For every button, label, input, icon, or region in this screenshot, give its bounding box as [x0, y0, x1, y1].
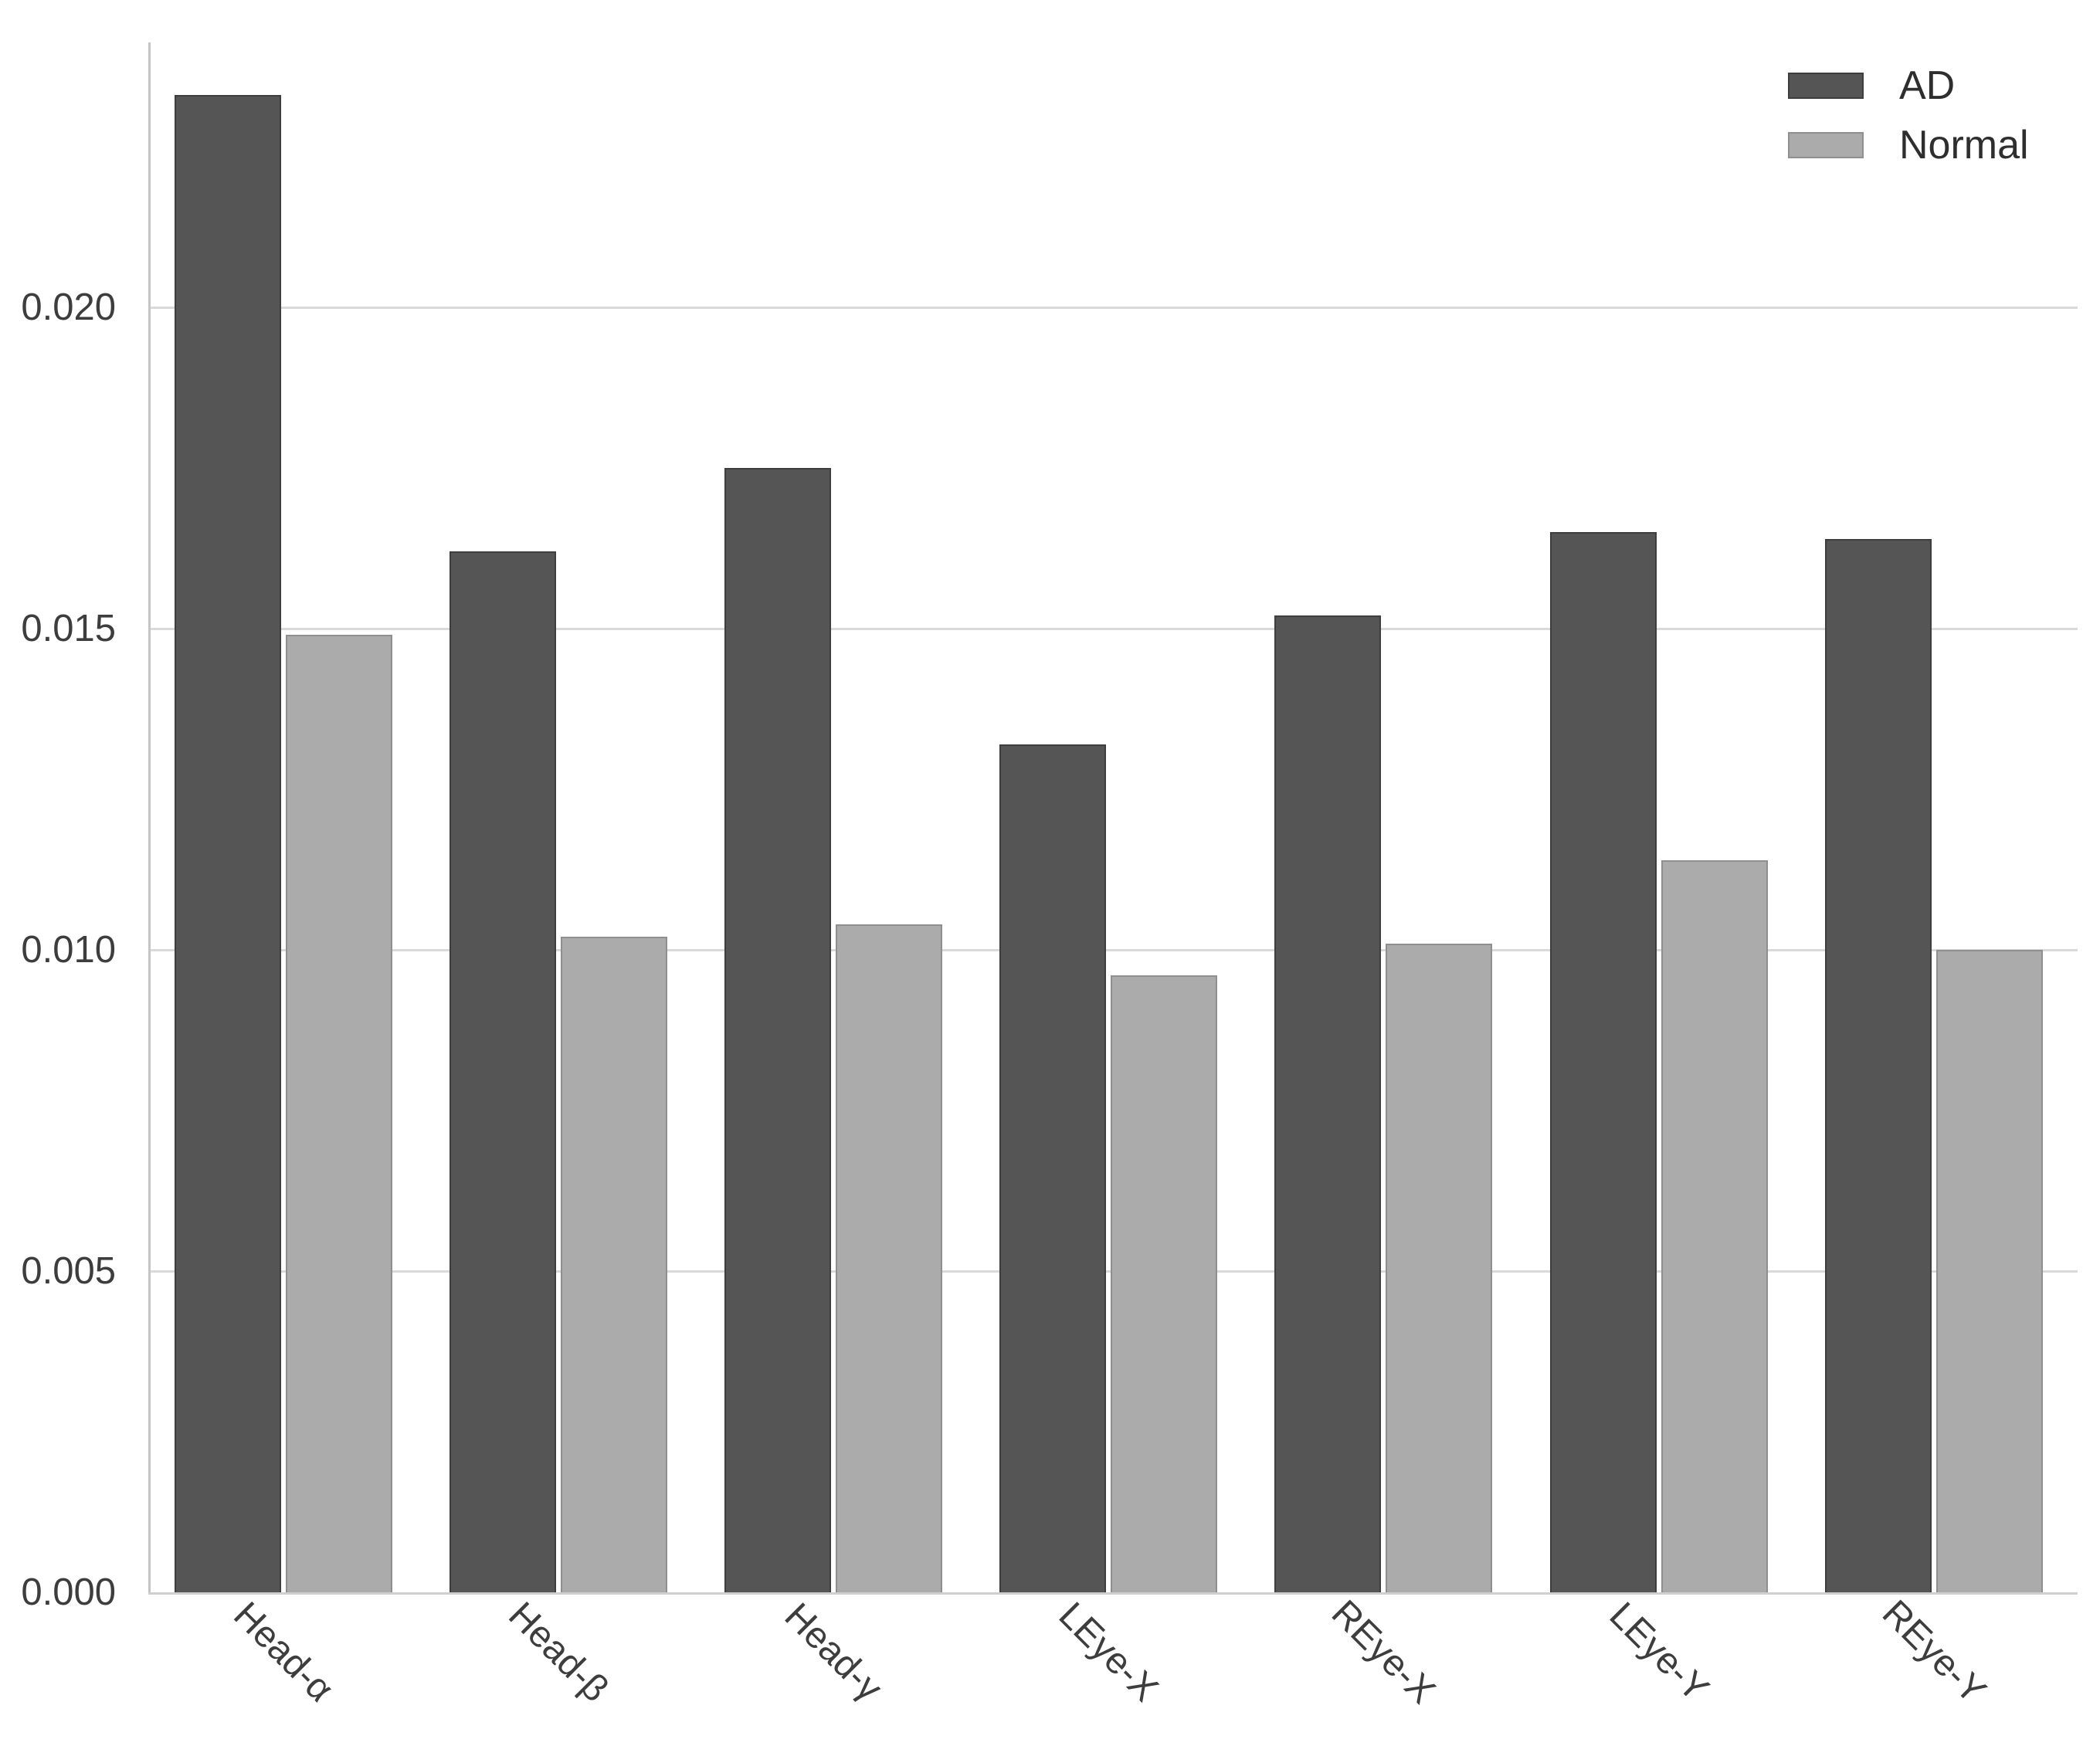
bar-normal-Head-γ	[835, 924, 942, 1592]
legend-item-ad: AD	[1788, 64, 1955, 107]
gridline	[148, 628, 2078, 630]
x-tick-label: Head-γ	[776, 1595, 891, 1709]
legend-item-normal: Normal	[1788, 124, 2029, 167]
y-axis-spine	[148, 42, 151, 1595]
bar-ad-Head-β	[449, 551, 556, 1592]
x-tick-label: LEye-Y	[1601, 1595, 1716, 1710]
bar-normal-Head-β	[560, 937, 667, 1592]
y-tick-label: 0.000	[21, 1571, 116, 1613]
x-tick-label: REye-Y	[1874, 1592, 1993, 1712]
legend-swatch-ad	[1788, 73, 1864, 99]
y-tick-label: 0.010	[21, 929, 116, 971]
bar-ad-LEye-X	[999, 744, 1107, 1592]
x-axis-line	[148, 1592, 2078, 1595]
legend-swatch-normal	[1788, 132, 1864, 158]
bar-ad-REye-Y	[1824, 538, 1932, 1592]
bar-normal-LEye-Y	[1661, 859, 1768, 1592]
bar-ad-Head-γ	[724, 468, 831, 1592]
gridline	[148, 307, 2078, 309]
bar-normal-Head-α	[285, 635, 392, 1592]
x-tick-label: Head-α	[225, 1594, 341, 1710]
bar-normal-LEye-X	[1111, 975, 1218, 1592]
x-tick-label: REye-X	[1324, 1592, 1444, 1712]
bar-normal-REye-Y	[1935, 950, 2043, 1592]
bar-ad-LEye-Y	[1549, 532, 1657, 1592]
x-tick-label: LEye-X	[1050, 1595, 1166, 1710]
y-tick-label: 0.005	[21, 1250, 116, 1292]
legend-label-ad: AD	[1899, 63, 1956, 108]
gridline	[148, 949, 2078, 951]
y-tick-label: 0.020	[21, 286, 116, 328]
y-tick-label: 0.015	[21, 608, 116, 649]
bar-normal-REye-X	[1386, 943, 1493, 1592]
x-tick-label: Head-β	[500, 1594, 616, 1710]
bar-ad-Head-α	[174, 95, 281, 1592]
bar-ad-REye-X	[1274, 615, 1382, 1592]
legend-label-normal: Normal	[1899, 123, 2029, 168]
